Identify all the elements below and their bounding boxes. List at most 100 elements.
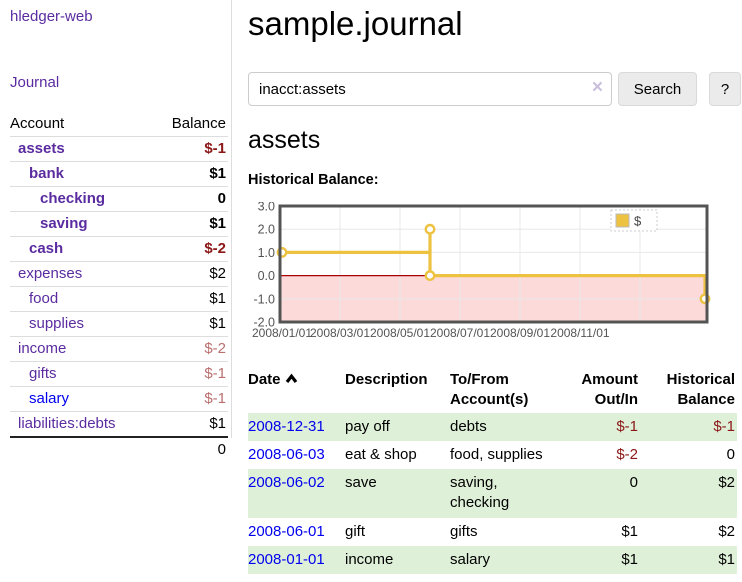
- account-link-income[interactable]: income: [18, 340, 67, 357]
- transaction-balance: $2: [718, 474, 735, 491]
- search-button[interactable]: Search: [618, 72, 697, 106]
- transaction-amount: $1: [621, 550, 638, 568]
- transaction-date-link[interactable]: 2008-01-01: [248, 550, 325, 568]
- chart-x-ticks: 2008/01/01 2008/03/01 2008/05/01 2008/07…: [252, 326, 610, 340]
- register-row: 2008-06-03 eat & shop food, supplies $-2…: [248, 441, 737, 469]
- historical-balance-chart[interactable]: $ 3.0 2.0 1.0 0.0 -1.0 -2.0 2008/01/01 2…: [248, 200, 742, 347]
- description-column-header: Description: [345, 371, 428, 388]
- account-balance: $-1: [153, 361, 228, 387]
- sort-ascending-icon: [285, 370, 298, 390]
- transaction-amount: 0: [629, 474, 638, 491]
- account-link-bank[interactable]: bank: [29, 165, 65, 182]
- transaction-balance: $1: [718, 550, 735, 568]
- chart-border: [278, 204, 709, 324]
- search-input[interactable]: [248, 72, 612, 106]
- register-row: 2008-06-02 save saving, checking 0 $2: [248, 469, 737, 518]
- account-link-supplies[interactable]: supplies: [29, 315, 85, 332]
- accounts-total-row: 0: [10, 436, 228, 462]
- account-link-salary[interactable]: salary: [29, 390, 70, 407]
- date-column-header[interactable]: Date: [248, 368, 345, 413]
- account-row-salary: salary $-1: [10, 386, 228, 412]
- search-form: × Search ?: [248, 72, 742, 106]
- account-balance: $-2: [153, 336, 228, 362]
- svg-text:2008/03/01: 2008/03/01: [310, 326, 370, 340]
- transaction-amount: $-2: [616, 445, 638, 463]
- account-balance: 0: [153, 186, 228, 212]
- accounts-total-balance: 0: [153, 436, 228, 462]
- transaction-date-link[interactable]: 2008-06-01: [248, 522, 325, 540]
- account-balance: $1: [153, 411, 228, 437]
- main-content: sample.journal × Search ? assets Histori…: [248, 0, 742, 574]
- svg-text:2.0: 2.0: [258, 223, 275, 237]
- account-column-header: Account: [10, 115, 65, 132]
- transaction-date-link[interactable]: 2008-06-02: [248, 474, 325, 491]
- account-row-expenses: expenses $2: [10, 261, 228, 287]
- account-link-cash[interactable]: cash: [29, 240, 64, 257]
- svg-text:2008/01/01: 2008/01/01: [252, 326, 312, 340]
- legend-label: $: [634, 214, 642, 229]
- account-link-gifts[interactable]: gifts: [29, 365, 57, 382]
- balance-column-header: Historical Balance: [666, 371, 735, 409]
- transaction-accounts: salary: [450, 550, 491, 568]
- account-row-income: income $-2: [10, 336, 228, 362]
- account-row-cash: cash $-2: [10, 236, 228, 262]
- account-link-assets[interactable]: assets: [18, 140, 65, 157]
- account-link-liabilities-debts[interactable]: liabilities:debts: [18, 415, 116, 432]
- page-title: sample.journal: [248, 5, 463, 42]
- svg-text:2008/05/01: 2008/05/01: [370, 326, 430, 340]
- chart-title: Historical Balance:: [248, 172, 379, 188]
- chart-negative-region: [281, 275, 706, 321]
- svg-text:-1.0: -1.0: [253, 292, 275, 306]
- sidebar-item-journal[interactable]: Journal: [10, 74, 60, 91]
- register-table: Date Description To/From Account(s) Amou…: [248, 368, 737, 574]
- accounts-table: Account Balance assets $-1 bank $1 check…: [10, 112, 228, 462]
- svg-text:1.0: 1.0: [258, 246, 275, 260]
- transaction-accounts: debts: [450, 417, 487, 435]
- account-page-heading: assets: [248, 126, 321, 154]
- app-brand-link[interactable]: hledger-web: [10, 8, 93, 25]
- account-balance: $-2: [153, 236, 228, 262]
- account-row-saving: saving $1: [10, 211, 228, 237]
- transaction-amount: $1: [621, 522, 638, 540]
- account-link-food[interactable]: food: [29, 290, 59, 307]
- transaction-description: eat & shop: [345, 445, 417, 463]
- account-balance: $1: [153, 161, 228, 187]
- transaction-description: pay off: [345, 417, 390, 435]
- account-link-expenses[interactable]: expenses: [18, 265, 83, 282]
- account-balance: $1: [153, 286, 228, 312]
- account-row-checking: checking 0: [10, 186, 228, 212]
- register-row: 2008-12-31 pay off debts $-1 $-1: [248, 412, 737, 441]
- account-link-saving[interactable]: saving: [40, 215, 88, 232]
- accounts-column-header: To/From Account(s): [450, 371, 529, 409]
- account-balance: $-1: [153, 136, 228, 162]
- transaction-date-link[interactable]: 2008-12-31: [248, 417, 325, 435]
- transaction-accounts: food, supplies: [450, 445, 543, 463]
- svg-text:2008/07/01: 2008/07/01: [430, 326, 490, 340]
- account-link-checking[interactable]: checking: [40, 190, 106, 207]
- account-row-gifts: gifts $-1: [10, 361, 228, 387]
- clear-search-icon[interactable]: ×: [591, 77, 603, 98]
- register-row: 2008-06-01 gift gifts $1 $2: [248, 518, 737, 546]
- chart-canvas[interactable]: $ 3.0 2.0 1.0 0.0 -1.0 -2.0 2008/01/01 2…: [248, 200, 714, 343]
- chart-y-ticks: 3.0 2.0 1.0 0.0 -1.0 -2.0: [253, 200, 275, 330]
- amount-column-header: Amount Out/In: [581, 371, 638, 409]
- transaction-balance: 0: [726, 445, 735, 463]
- transaction-accounts: gifts: [450, 522, 478, 540]
- svg-text:2008/09/01: 2008/09/01: [490, 326, 550, 340]
- account-balance: $2: [153, 261, 228, 287]
- account-row-supplies: supplies $1: [10, 311, 228, 337]
- transaction-date-link[interactable]: 2008-06-03: [248, 445, 325, 463]
- balance-series-line: [282, 227, 707, 299]
- account-row-bank: bank $1: [10, 161, 228, 187]
- help-button[interactable]: ?: [709, 72, 741, 106]
- transaction-description: income: [345, 550, 394, 568]
- chart-legend: $: [610, 209, 658, 232]
- register-header-row: Date Description To/From Account(s) Amou…: [248, 368, 737, 413]
- transaction-description: gift: [345, 522, 366, 540]
- account-row-assets: assets $-1: [10, 136, 228, 162]
- account-balance: $-1: [153, 386, 228, 412]
- account-row-food: food $1: [10, 286, 228, 312]
- accounts-table-header: Account Balance: [10, 112, 228, 137]
- transaction-description: save: [345, 474, 377, 491]
- transaction-amount: $-1: [616, 417, 638, 435]
